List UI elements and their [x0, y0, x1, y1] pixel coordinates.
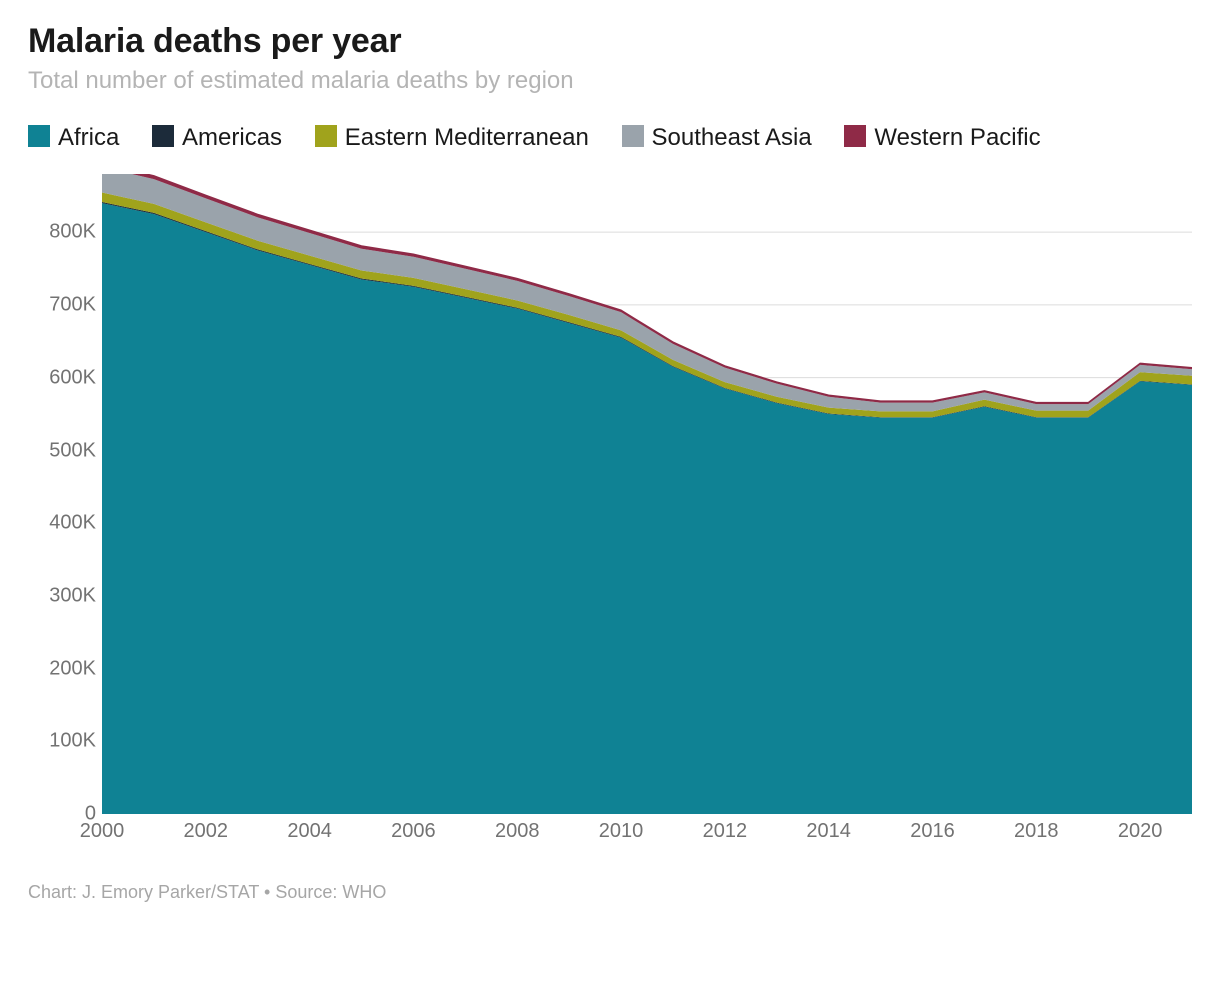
legend-swatch [152, 125, 174, 147]
x-tick-label: 2014 [806, 820, 851, 843]
x-tick-label: 2010 [599, 820, 644, 843]
legend-swatch [844, 125, 866, 147]
legend-label: Americas [182, 124, 282, 151]
stacked-area-chart [102, 174, 1192, 814]
legend-label: Eastern Mediterranean [345, 124, 589, 151]
area-series [102, 203, 1192, 814]
x-tick-label: 2020 [1118, 820, 1163, 843]
legend-label: Africa [58, 124, 119, 151]
legend-item: Eastern Mediterranean [315, 124, 589, 151]
x-axis-labels: 2000200220042006200820102012201420162018… [102, 820, 1192, 854]
chart-area: 0100K200K300K400K500K600K700K800K 200020… [102, 174, 1192, 854]
y-tick-label: 500K [28, 439, 96, 462]
legend-swatch [315, 125, 337, 147]
legend-item: Western Pacific [844, 124, 1040, 151]
y-axis-labels: 0100K200K300K400K500K600K700K800K [28, 174, 96, 814]
y-tick-label: 200K [28, 657, 96, 680]
x-tick-label: 2018 [1014, 820, 1059, 843]
y-tick-label: 600K [28, 366, 96, 389]
chart-footer: Chart: J. Emory Parker/STAT • Source: WH… [28, 882, 1192, 903]
legend-item: Africa [28, 124, 119, 151]
legend-item: Southeast Asia [622, 124, 812, 151]
y-tick-label: 800K [28, 221, 96, 244]
x-tick-label: 2006 [391, 820, 436, 843]
chart-subtitle: Total number of estimated malaria deaths… [28, 67, 1192, 95]
x-tick-label: 2012 [703, 820, 748, 843]
legend-swatch [28, 125, 50, 147]
legend-label: Southeast Asia [652, 124, 812, 151]
x-tick-label: 2002 [184, 820, 229, 843]
x-tick-label: 2008 [495, 820, 540, 843]
legend-item: Americas [152, 124, 282, 151]
y-tick-label: 700K [28, 294, 96, 317]
y-tick-label: 100K [28, 730, 96, 753]
x-tick-label: 2000 [80, 820, 125, 843]
chart-title: Malaria deaths per year [28, 22, 1192, 61]
y-tick-label: 300K [28, 585, 96, 608]
y-tick-label: 400K [28, 512, 96, 535]
legend: Africa Americas Eastern Mediterranean So… [28, 119, 1188, 156]
legend-swatch [622, 125, 644, 147]
legend-label: Western Pacific [874, 124, 1040, 151]
x-tick-label: 2016 [910, 820, 955, 843]
x-tick-label: 2004 [287, 820, 332, 843]
